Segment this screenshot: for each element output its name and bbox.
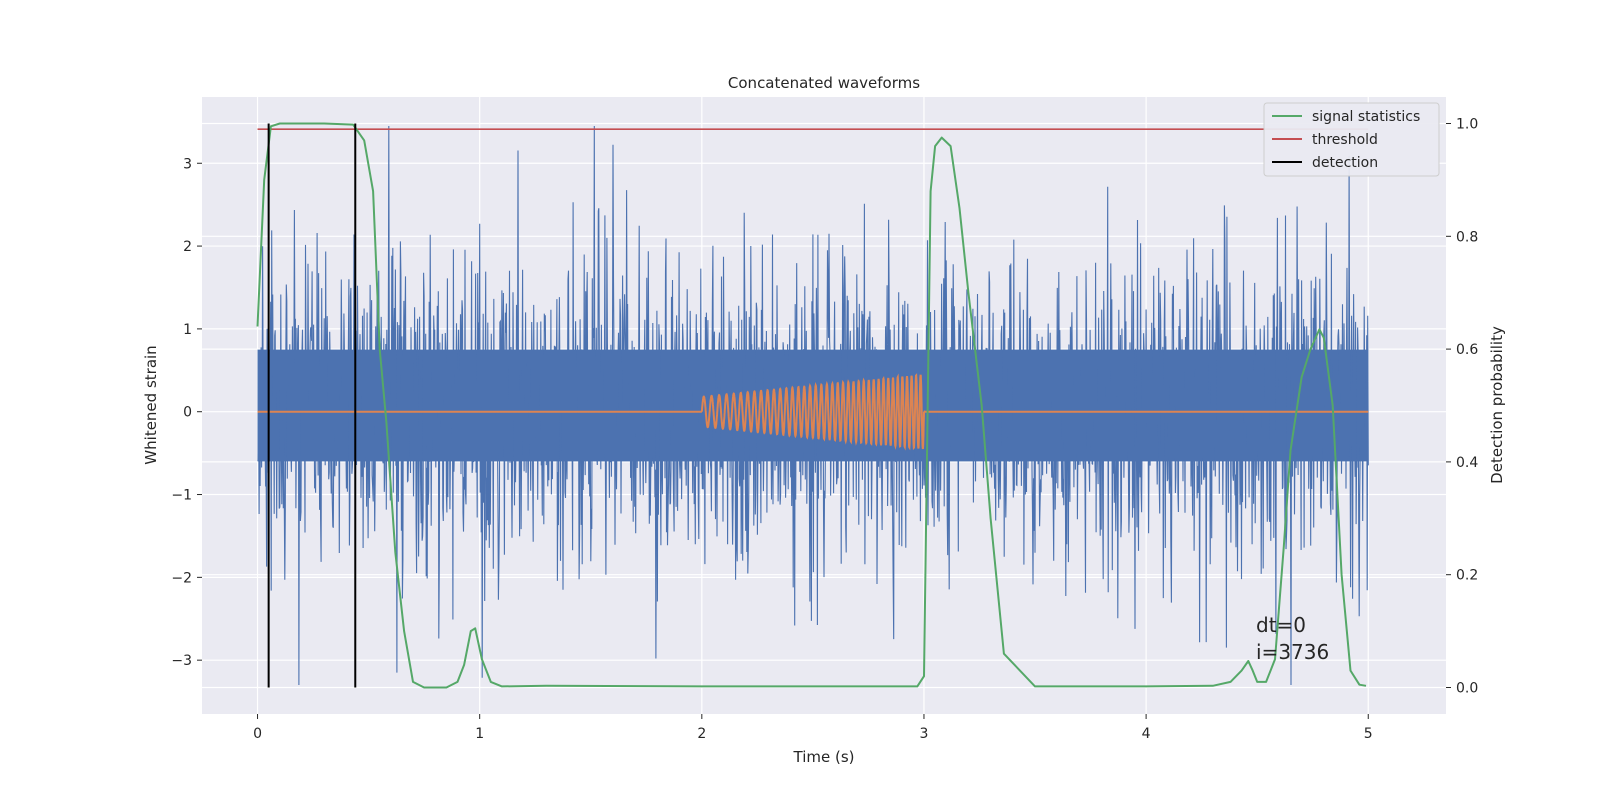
y-tick-label: −3 [171,653,192,669]
y2-tick-label: 0.4 [1456,455,1478,471]
chirp-series [257,373,1369,451]
legend-label-threshold: threshold [1312,132,1378,148]
annotation-index: i=3736 [1256,640,1329,664]
y2-tick-label: 1.0 [1456,117,1478,133]
chart-title: Concatenated waveforms [728,74,920,92]
y2-tick-label: 0.6 [1456,342,1478,358]
detection-series [267,123,357,688]
legend-label-detection: detection [1312,155,1378,171]
signal-statistics-series [256,122,1367,689]
y-tick-label: 3 [183,156,192,172]
x-tick-label: 1 [475,726,484,742]
annotation: dt=0 i=3736 [1256,613,1329,664]
x-tick-label: 4 [1142,726,1151,742]
y-tick-label: −2 [171,570,192,586]
x-tick-label: 0 [253,726,262,742]
annotation-dt: dt=0 [1256,613,1306,637]
x-axis-label: Time (s) [793,748,855,766]
y-tick-label: −1 [171,488,192,504]
y2-tick-label: 0.2 [1456,568,1478,584]
y-tick-label: 0 [183,405,192,421]
noise-series [257,125,1369,686]
chirp-line [257,373,1369,451]
y2-axis-label: Detection probability [1488,326,1506,484]
x-tick-label: 2 [697,726,706,742]
x-tick-label: 5 [1364,726,1373,742]
y2-tick-label: 0.8 [1456,229,1478,245]
y2-tick-label: 0.0 [1456,680,1478,696]
legend-box [1263,102,1440,177]
y-tick-label: 2 [183,239,192,255]
legend-label-signal-statistics: signal statistics [1312,109,1420,125]
x-tick-label: 3 [920,726,929,742]
signal-statistics-line [256,122,1367,689]
y-axis-label: Whitened strain [142,345,160,464]
legend: signal statistics threshold detection [1263,102,1440,177]
y-tick-label: 1 [183,322,192,338]
tick-labels: 0 1 2 3 4 5 3 2 1 0 −1 −2 −3 1.0 0.8 0.6 0.4 0.2 0.0 [171,117,1478,742]
noise-line [257,125,1369,686]
